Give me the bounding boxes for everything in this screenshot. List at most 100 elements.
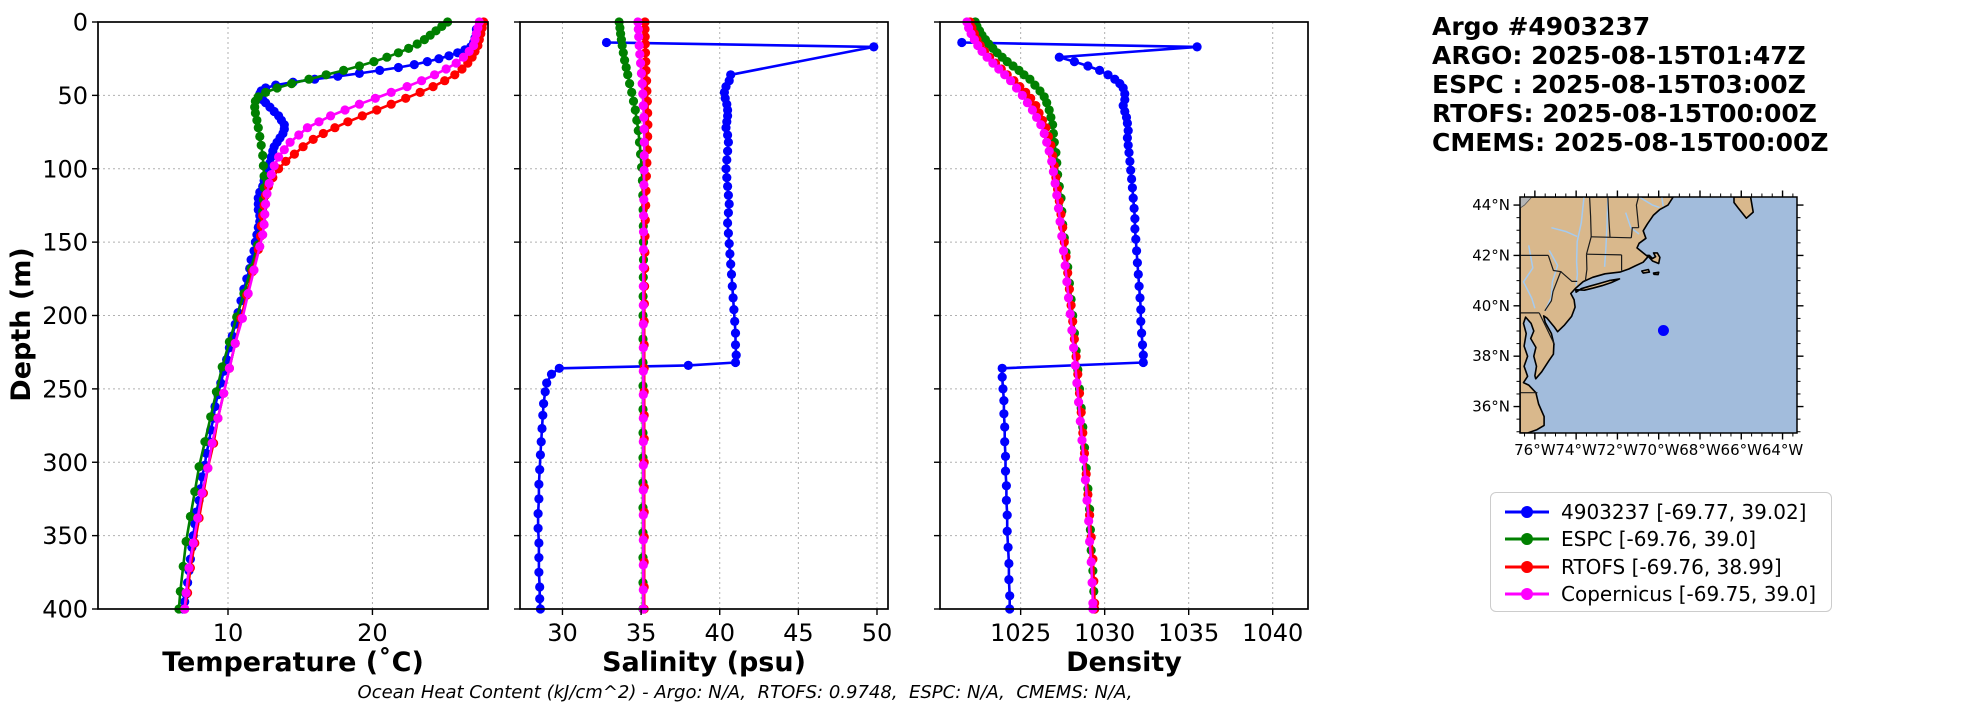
rtofs-timestamp: RTOFS: 2025-08-15T00:00Z [1432, 99, 1817, 128]
legend-item-rtofs: RTOFS [-69.76, 38.99] [1503, 553, 1831, 581]
y-axis-temperature: 0 50 100 150 200 250 300 350 400 [42, 9, 98, 624]
svg-text:50: 50 [57, 82, 88, 110]
map-ticks: 76°W 74°W 72°W 70°W 68°W 66°W 64°W 44°N 42°N 40°N… [1472, 190, 1804, 459]
svg-text:250: 250 [42, 375, 88, 403]
legend-line-marker-icon [1505, 560, 1549, 573]
series-Copernicus [633, 17, 649, 614]
x-axis-salinity: 30 35 40 45 50 Salinity (psu) [547, 609, 892, 678]
svg-text:200: 200 [42, 302, 88, 330]
svg-text:150: 150 [42, 229, 88, 257]
land-polygon [1574, 278, 1621, 293]
land-polygon [1641, 268, 1651, 274]
espc-timestamp: ESPC : 2025-08-15T03:00Z [1432, 70, 1806, 99]
plot-density: 1025 1030 1035 1040 Density [934, 17, 1309, 678]
svg-text:20: 20 [357, 619, 388, 647]
land-polygon [1520, 197, 1674, 433]
svg-text:1035: 1035 [1158, 619, 1219, 647]
legend-item-copernicus: Copernicus [-69.75, 39.0] [1503, 581, 1831, 609]
river-line [1638, 197, 1660, 209]
svg-text:76°W: 76°W [1514, 441, 1556, 459]
lake-polygon [1520, 197, 1533, 209]
svg-text:68°W: 68°W [1679, 441, 1721, 459]
svg-text:1025: 1025 [990, 619, 1051, 647]
figure-title: Argo #4903237 [1432, 12, 1651, 41]
river-line [1522, 245, 1536, 309]
svg-text:100: 100 [42, 155, 88, 183]
state-border-line [1544, 255, 1562, 312]
svg-text:1030: 1030 [1074, 619, 1135, 647]
series-Copernicus [180, 17, 484, 614]
y-axis-salinity [514, 21, 520, 610]
legend-line-marker-icon [1505, 588, 1549, 601]
state-border-line [1584, 254, 1588, 281]
river-line [1575, 197, 1585, 286]
state-border-line [1630, 227, 1639, 238]
svg-text:30: 30 [547, 619, 578, 647]
land-polygon [1733, 197, 1754, 219]
svg-text:36°N: 36°N [1472, 398, 1510, 416]
svg-text:44°N: 44°N [1472, 196, 1510, 214]
legend-item-espc: ESPC [-69.76, 39.0] [1503, 526, 1831, 554]
svg-text:35: 35 [626, 619, 657, 647]
svg-text:40: 40 [704, 619, 735, 647]
state-border-line [1585, 197, 1592, 255]
x-axis-density: 1025 1030 1035 1040 Density [990, 609, 1303, 678]
state-border-line [1560, 271, 1578, 282]
svg-text:66°W: 66°W [1721, 441, 1763, 459]
plot-salinity: 30 35 40 45 50 Salinity (psu) [514, 17, 892, 678]
series-Copernicus [962, 17, 1098, 614]
state-border-line [1591, 236, 1632, 239]
svg-text:42°N: 42°N [1472, 246, 1510, 264]
river-line [1661, 197, 1664, 207]
land-polygon [1646, 252, 1661, 265]
state-border-line [1607, 197, 1611, 238]
legend: 4903237 [-69.77, 39.02] ESPC [-69.76, 39… [1490, 492, 1832, 612]
legend-line-marker-icon [1505, 505, 1549, 518]
svg-text:Temperature (˚C): Temperature (˚C) [162, 647, 424, 678]
svg-text:64°W: 64°W [1762, 441, 1804, 459]
series-4903237 [957, 37, 1202, 614]
svg-text:40°N: 40°N [1472, 297, 1510, 315]
river-line [1544, 250, 1559, 312]
legend-label: 4903237 [-69.77, 39.02] [1561, 499, 1807, 524]
svg-text:350: 350 [42, 522, 88, 550]
argo-timestamp: ARGO: 2025-08-15T01:47Z [1432, 41, 1806, 70]
legend-line-marker-icon [1505, 533, 1549, 546]
land-polygon [1652, 271, 1660, 276]
cmems-timestamp: CMEMS: 2025-08-15T00:00Z [1432, 128, 1829, 157]
svg-text:10: 10 [213, 619, 244, 647]
svg-text:0: 0 [73, 9, 88, 37]
legend-label: Copernicus [-69.75, 39.0] [1561, 582, 1817, 607]
y-axis-density [934, 21, 940, 610]
series-4903237 [533, 37, 879, 614]
float-position-marker [1657, 324, 1669, 336]
svg-text:Density: Density [1066, 647, 1182, 678]
depth-axis-label: Depth (m) [6, 247, 37, 401]
state-border-line [1635, 197, 1640, 228]
river-line [1603, 197, 1609, 267]
svg-text:70°W: 70°W [1638, 441, 1680, 459]
svg-text:300: 300 [42, 449, 88, 477]
svg-text:74°W: 74°W [1555, 441, 1597, 459]
river-line [1624, 212, 1640, 235]
svg-text:50: 50 [862, 619, 893, 647]
svg-text:38°N: 38°N [1472, 347, 1510, 365]
legend-label: ESPC [-69.76, 39.0] [1561, 527, 1757, 552]
svg-text:72°W: 72°W [1597, 441, 1639, 459]
state-border-line [1586, 253, 1622, 256]
svg-text:45: 45 [783, 619, 814, 647]
river-line [1551, 226, 1578, 238]
legend-item-4903237: 4903237 [-69.77, 39.02] [1503, 498, 1831, 526]
map-canvas [1520, 197, 1797, 433]
svg-text:400: 400 [42, 596, 88, 624]
svg-text:Salinity (psu): Salinity (psu) [602, 647, 806, 678]
svg-text:1040: 1040 [1242, 619, 1303, 647]
ohc-caption: Ocean Heat Content (kJ/cm^2) - Argo: N/A… [357, 682, 1133, 703]
legend-label: RTOFS [-69.76, 38.99] [1561, 554, 1782, 579]
header-block: Argo #4903237 ARGO: 2025-08-15T01:47Z ES… [1432, 12, 1829, 157]
